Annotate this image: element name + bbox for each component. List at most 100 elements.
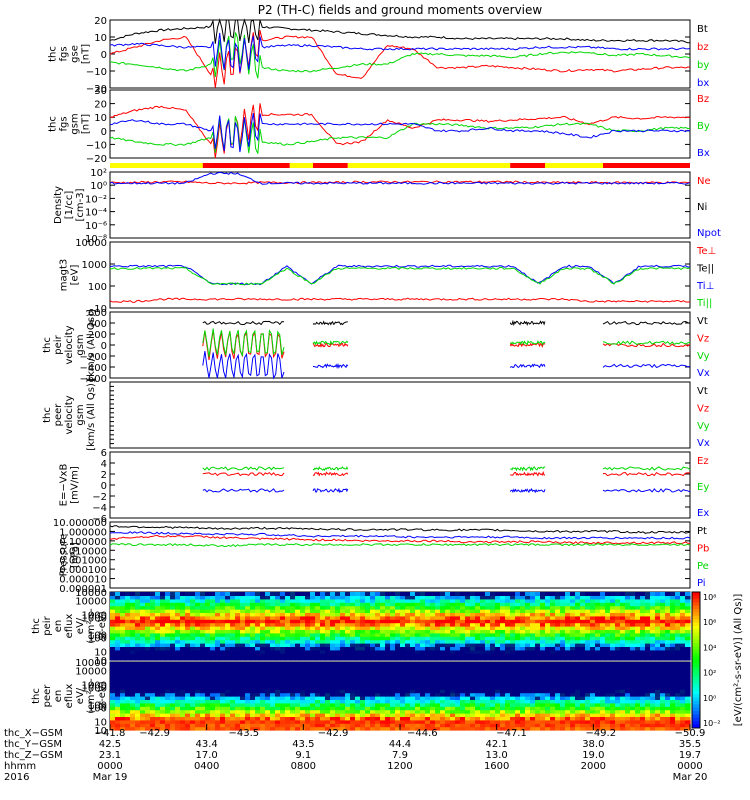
heatmap-cell <box>460 706 466 711</box>
heatmap-cell <box>240 685 246 690</box>
heatmap-cell <box>585 622 591 627</box>
heatmap-cell <box>280 639 286 644</box>
heatmap-cell <box>220 636 226 641</box>
heatmap-cell <box>425 598 431 603</box>
heatmap-cell <box>385 615 391 620</box>
heatmap-cell <box>245 675 251 680</box>
heatmap-cell <box>670 609 676 613</box>
heatmap-cell <box>170 598 176 603</box>
heatmap-cell <box>590 723 596 728</box>
heatmap-cell <box>135 662 141 666</box>
heatmap-cell <box>395 636 401 641</box>
heatmap-cell <box>630 672 636 677</box>
heatmap-cell <box>625 649 631 654</box>
heatmap-cell <box>610 615 616 620</box>
heatmap-cell <box>435 595 441 600</box>
heatmap-cell <box>230 632 236 637</box>
heatmap-cell <box>545 598 551 603</box>
heatmap-cell <box>440 696 446 700</box>
heatmap-cell <box>635 605 641 610</box>
heatmap-cell <box>485 719 491 724</box>
heatmap-cell <box>390 668 396 673</box>
heatmap-cell <box>555 713 561 717</box>
heatmap-cell <box>345 709 351 714</box>
heatmap-cell <box>475 612 481 617</box>
heatmap-cell <box>225 598 231 603</box>
heatmap-cell <box>140 646 146 651</box>
heatmap-cell <box>175 672 181 677</box>
heatmap-cell <box>155 709 161 714</box>
heatmap-cell <box>640 726 646 731</box>
heatmap-cell <box>185 592 191 596</box>
heatmap-cell <box>135 643 141 647</box>
heatmap-cell <box>260 699 266 704</box>
heatmap-cell <box>350 649 356 654</box>
heatmap-cell <box>440 632 446 637</box>
heatmap-cell <box>445 689 451 694</box>
heatmap-cell <box>135 713 141 717</box>
heatmap-cell <box>165 605 171 610</box>
heatmap-cell <box>665 689 671 694</box>
heatmap-cell <box>135 649 141 654</box>
heatmap-cell <box>145 699 151 704</box>
heatmap-cell <box>465 689 471 694</box>
heatmap-cell <box>270 665 276 670</box>
heatmap-cell <box>440 662 446 666</box>
heatmap-cell <box>650 672 656 677</box>
heatmap-cell <box>565 653 571 658</box>
heatmap-cell <box>655 609 661 613</box>
heatmap-cell <box>525 636 531 641</box>
heatmap-cell <box>375 622 381 627</box>
heatmap-cell <box>615 656 621 661</box>
heatmap-cell <box>610 675 616 680</box>
heatmap-cell <box>630 713 636 717</box>
heatmap-cell <box>155 626 161 630</box>
ytick-label: 10000 <box>75 588 107 599</box>
heatmap-cell <box>385 716 391 721</box>
heatmap-cell <box>620 595 626 600</box>
heatmap-cell <box>265 665 271 670</box>
heatmap-cell <box>260 609 266 613</box>
heatmap-cell <box>355 629 361 634</box>
heatmap-cell <box>310 685 316 690</box>
heatmap-cell <box>295 656 301 661</box>
heatmap-cell <box>445 696 451 700</box>
heatmap-cell <box>400 619 406 624</box>
heatmap-cell <box>110 632 116 637</box>
heatmap-cell <box>630 709 636 714</box>
heatmap-cell <box>525 682 531 687</box>
heatmap-cell <box>410 653 416 658</box>
heatmap-cell <box>525 689 531 694</box>
heatmap-cell <box>190 612 196 617</box>
heatmap-cell <box>615 713 621 717</box>
heatmap-cell <box>405 602 411 607</box>
heatmap-cell <box>580 682 586 687</box>
heatmap-cell <box>670 643 676 647</box>
heatmap-cell <box>155 706 161 711</box>
heatmap-cell <box>335 665 341 670</box>
heatmap-cell <box>120 665 126 670</box>
panel-ylabel: peir <box>42 615 53 635</box>
panel-frame <box>109 311 691 379</box>
heatmap-cell <box>225 629 231 634</box>
heatmap-cell <box>310 592 316 596</box>
series-segment <box>312 340 349 346</box>
xaxis-row-label: 2016 <box>4 772 29 783</box>
heatmap-cell <box>410 598 416 603</box>
heatmap-cell <box>565 615 571 620</box>
heatmap-cell <box>250 662 256 666</box>
heatmap-cell <box>290 629 296 634</box>
heatmap-cell <box>165 622 171 627</box>
heatmap-cell <box>310 668 316 673</box>
heatmap-cell <box>390 602 396 607</box>
heatmap-cell <box>325 622 331 627</box>
heatmap-cell <box>265 709 271 714</box>
heatmap-cell <box>350 679 356 683</box>
heatmap-cell <box>490 675 496 680</box>
heatmap-cell <box>405 699 411 704</box>
heatmap-cell <box>585 643 591 647</box>
heatmap-cell <box>245 713 251 717</box>
ytick-label: 1000 <box>82 614 107 625</box>
heatmap-cell <box>175 723 181 728</box>
heatmap-cell <box>600 689 606 694</box>
